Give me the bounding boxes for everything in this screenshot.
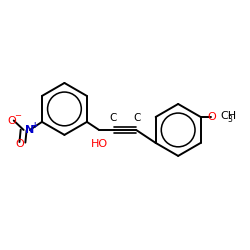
Text: C: C	[134, 113, 141, 123]
Text: +: +	[31, 121, 38, 130]
Text: 3: 3	[227, 115, 232, 124]
Text: N: N	[25, 125, 34, 135]
Text: C: C	[109, 113, 116, 123]
Text: O: O	[207, 112, 216, 122]
Text: CH: CH	[220, 111, 236, 121]
Text: O: O	[7, 116, 16, 126]
Text: HO: HO	[90, 138, 108, 148]
Text: −: −	[14, 112, 21, 120]
Text: O: O	[15, 138, 24, 148]
